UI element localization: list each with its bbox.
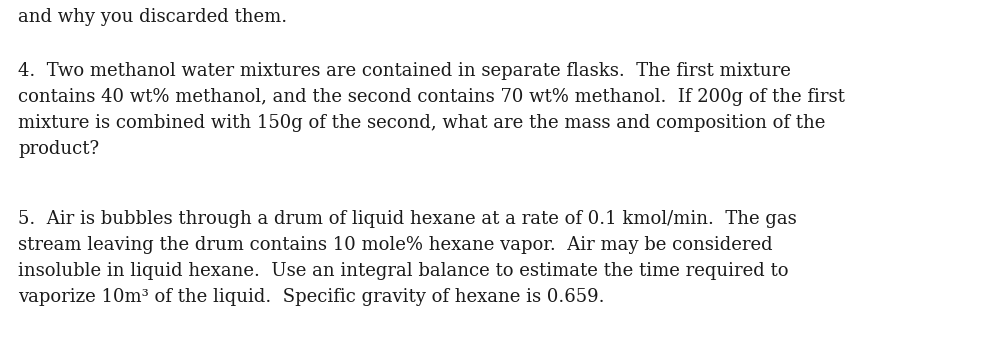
Text: product?: product? [18,140,99,158]
Text: mixture is combined with 150g of the second, what are the mass and composition o: mixture is combined with 150g of the sec… [18,114,825,132]
Text: contains 40 wt% methanol, and the second contains 70 wt% methanol.  If 200g of t: contains 40 wt% methanol, and the second… [18,88,844,106]
Text: stream leaving the drum contains 10 mole% hexane vapor.  Air may be considered: stream leaving the drum contains 10 mole… [18,236,772,254]
Text: and why you discarded them.: and why you discarded them. [18,8,287,26]
Text: 5.  Air is bubbles through a drum of liquid hexane at a rate of 0.1 kmol/min.  T: 5. Air is bubbles through a drum of liqu… [18,210,796,228]
Text: vaporize 10m³ of the liquid.  Specific gravity of hexane is 0.659.: vaporize 10m³ of the liquid. Specific gr… [18,288,604,306]
Text: insoluble in liquid hexane.  Use an integral balance to estimate the time requir: insoluble in liquid hexane. Use an integ… [18,262,787,280]
Text: 4.  Two methanol water mixtures are contained in separate flasks.  The first mix: 4. Two methanol water mixtures are conta… [18,62,790,80]
